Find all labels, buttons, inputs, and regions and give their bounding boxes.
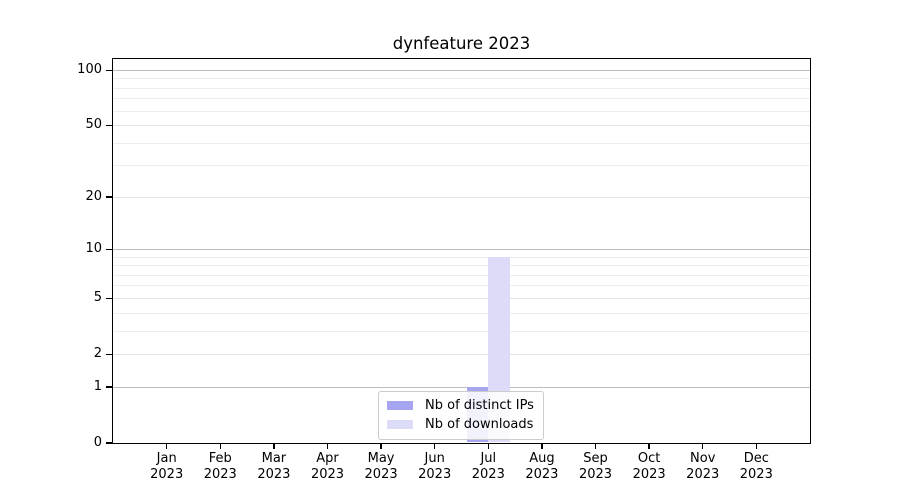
- x-tick-feb: [219, 443, 221, 449]
- x-tick-label-jun: Jun 2023: [418, 451, 452, 482]
- legend-item-distinct-ips: Nb of distinct IPs: [387, 396, 535, 415]
- y-tick-label-20: 20: [85, 189, 102, 205]
- y-tick-1: [105, 386, 112, 388]
- x-tick-jul: [487, 443, 489, 449]
- y-tick-20: [105, 196, 112, 198]
- x-tick-label-may: May 2023: [364, 451, 398, 482]
- x-tick-label-jul: Jul 2023: [471, 451, 505, 482]
- y-tick-5: [105, 297, 112, 299]
- x-tick-dec: [755, 443, 757, 449]
- gridline-40: [113, 142, 810, 144]
- gridline-90: [113, 78, 810, 80]
- gridline-30: [113, 165, 810, 167]
- y-tick-label-2: 2: [93, 346, 102, 362]
- y-tick-2: [105, 353, 112, 355]
- x-tick-jun: [434, 443, 436, 449]
- x-tick-may: [380, 443, 382, 449]
- legend-swatch-distinct-ips: [387, 401, 413, 410]
- gridline-4: [113, 312, 810, 314]
- gridline-5: [113, 297, 810, 299]
- y-tick-label-1: 1: [93, 379, 102, 395]
- legend-swatch-downloads: [387, 420, 413, 429]
- y-tick-10: [105, 248, 112, 250]
- x-tick-label-nov: Nov 2023: [686, 451, 720, 482]
- legend-item-downloads: Nb of downloads: [387, 415, 535, 434]
- gridline-50: [113, 124, 810, 126]
- x-tick-label-aug: Aug 2023: [525, 451, 559, 482]
- legend-label-downloads: Nb of downloads: [425, 417, 534, 432]
- x-tick-label-oct: Oct 2023: [632, 451, 666, 482]
- x-tick-oct: [648, 443, 650, 449]
- x-tick-jan: [166, 443, 168, 449]
- x-tick-sep: [594, 443, 597, 449]
- y-tick-0: [105, 442, 112, 444]
- gridline-80: [113, 87, 810, 89]
- gridline-1: [113, 386, 810, 388]
- x-tick-mar: [273, 443, 275, 449]
- gridline-9: [113, 256, 810, 258]
- x-tick-aug: [541, 443, 543, 449]
- gridline-6: [113, 285, 810, 287]
- gridline-20: [113, 196, 810, 198]
- gridline-60: [113, 110, 810, 112]
- x-tick-nov: [702, 443, 704, 449]
- chart-title: dynfeature 2023: [392, 34, 531, 53]
- y-tick-50: [105, 124, 112, 127]
- x-tick-label-mar: Mar 2023: [257, 451, 291, 482]
- gridline-8: [113, 265, 810, 267]
- gridline-10: [113, 248, 810, 250]
- y-tick-100: [105, 69, 112, 71]
- x-tick-label-sep: Sep 2023: [578, 451, 613, 482]
- x-tick-label-apr: Apr 2023: [310, 451, 345, 482]
- legend-label-distinct-ips: Nb of distinct IPs: [425, 398, 534, 413]
- y-tick-label-100: 100: [77, 62, 102, 78]
- legend: Nb of distinct IPs Nb of downloads: [378, 391, 544, 440]
- x-tick-label-feb: Feb 2023: [203, 451, 237, 482]
- gridline-2: [113, 353, 810, 355]
- y-tick-label-5: 5: [93, 290, 102, 306]
- x-tick-apr: [326, 443, 329, 449]
- gridline-100: [113, 69, 810, 71]
- y-tick-label-50: 50: [85, 117, 102, 133]
- gridline-7: [113, 274, 810, 276]
- x-tick-label-dec: Dec 2023: [739, 451, 773, 482]
- y-tick-label-10: 10: [85, 241, 102, 257]
- gridline-70: [113, 98, 810, 100]
- y-tick-label-0: 0: [93, 435, 102, 450]
- x-tick-label-jan: Jan 2023: [150, 451, 184, 482]
- gridline-3: [113, 330, 810, 332]
